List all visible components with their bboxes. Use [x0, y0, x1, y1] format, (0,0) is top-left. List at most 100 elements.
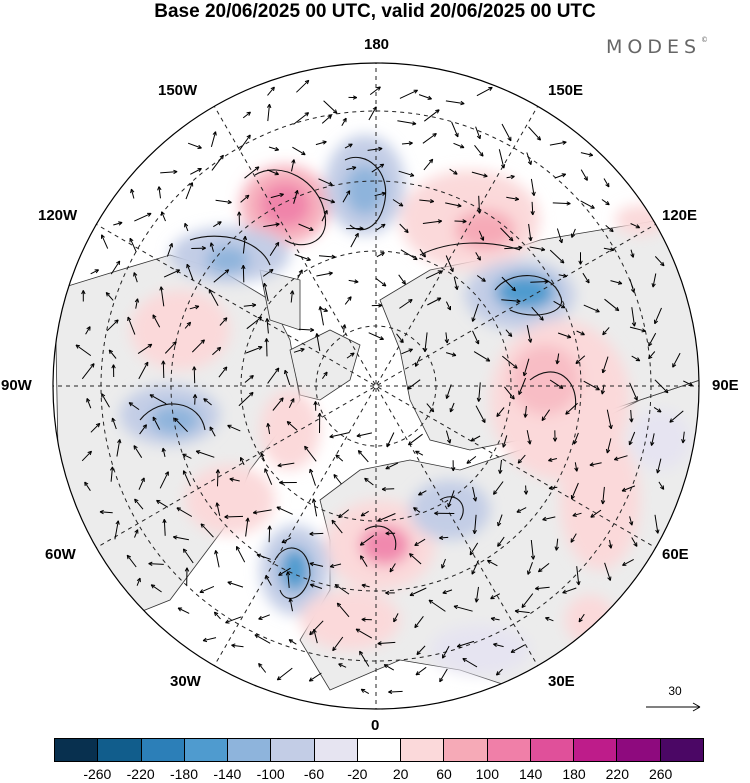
- wind-vector: [439, 668, 448, 683]
- wind-vector-head: [332, 109, 338, 114]
- wind-vector-head: [116, 260, 121, 265]
- wind-vector-head: [309, 630, 314, 636]
- wind-vector-head: [157, 186, 162, 191]
- wind-vector: [90, 423, 101, 433]
- wind-vector: [344, 296, 352, 305]
- wind-vector: [182, 548, 194, 564]
- wind-vector: [297, 269, 303, 279]
- wind-vector: [166, 243, 173, 257]
- wind-vector-head: [507, 332, 513, 337]
- wind-vector-head: [527, 338, 533, 343]
- wind-vector-head: [199, 589, 204, 594]
- wind-vector-head: [334, 584, 340, 589]
- wind-vector-head: [566, 334, 572, 339]
- wind-vector: [189, 305, 200, 310]
- wind-vector-head: [348, 143, 353, 148]
- wind-vector: [313, 498, 318, 517]
- wind-vector-head: [173, 535, 178, 540]
- wind-vector-head: [114, 319, 119, 324]
- wind-vector-head: [147, 343, 153, 349]
- wind-vector: [335, 454, 344, 462]
- wind-vector-head: [608, 544, 613, 549]
- wind-vector-head: [483, 173, 488, 178]
- wind-vector-head: [570, 494, 575, 500]
- wind-vector-head: [329, 563, 335, 568]
- wind-vector: [129, 237, 137, 253]
- wind-vector-head: [309, 562, 314, 567]
- wind-vector-head: [338, 513, 343, 519]
- colorbar-tick-label: -20: [347, 766, 368, 782]
- wind-vector: [214, 611, 221, 620]
- wind-vector-head: [285, 571, 291, 576]
- wind-vector: [90, 269, 99, 275]
- wind-vector-head: [574, 467, 579, 472]
- wind-vector: [529, 246, 545, 251]
- wind-vector-head: [516, 508, 521, 513]
- wind-vector-head: [630, 288, 636, 293]
- wind-vector-head: [657, 408, 662, 413]
- wind-vector-head: [558, 384, 564, 389]
- wind-vector: [549, 141, 567, 146]
- wind-vector: [346, 352, 355, 359]
- wind-vector-head: [254, 634, 259, 639]
- wind-vector-head: [609, 227, 614, 233]
- wind-vector-head: [177, 607, 183, 612]
- wind-vector: [332, 636, 344, 651]
- wind-vector-head: [222, 366, 228, 371]
- wind-vector-head: [510, 648, 516, 653]
- wind-vector-head: [548, 485, 553, 491]
- wind-vector: [610, 280, 623, 285]
- wind-vector: [549, 379, 564, 389]
- wind-vector: [462, 658, 478, 668]
- wind-vector: [137, 343, 153, 355]
- wind-vector: [393, 613, 399, 623]
- wind-vector: [409, 553, 422, 565]
- wind-vector-head: [323, 307, 328, 312]
- colorbar-tick-label: 220: [605, 766, 630, 782]
- wind-vector-head: [276, 506, 281, 511]
- wind-vector-head: [160, 211, 165, 216]
- wind-vector: [99, 511, 113, 514]
- lon-label-120e: 120E: [662, 207, 698, 224]
- wind-vector: [193, 366, 196, 384]
- wind-vector: [501, 276, 516, 292]
- wind-vector-head: [414, 541, 419, 546]
- wind-vector: [133, 272, 138, 283]
- wind-vector: [428, 599, 446, 612]
- wind-vector: [361, 584, 370, 588]
- wind-vector: [422, 133, 437, 144]
- wind-vector: [496, 407, 505, 417]
- wind-vector-head: [310, 327, 315, 333]
- wind-vector: [493, 643, 504, 648]
- wind-vector: [293, 348, 305, 353]
- wind-vector: [161, 211, 166, 222]
- wind-vector-head: [144, 361, 149, 367]
- wind-vector-head: [558, 238, 563, 244]
- wind-vector: [614, 455, 628, 461]
- wind-vector: [84, 481, 91, 491]
- wind-vector: [603, 178, 610, 188]
- wind-vector-head: [609, 247, 615, 252]
- wind-vector: [158, 186, 161, 199]
- wind-vector: [530, 281, 549, 283]
- wind-vector: [493, 481, 504, 495]
- wind-vector-head: [342, 324, 347, 329]
- wind-vector: [499, 459, 502, 474]
- wind-vector: [268, 146, 279, 151]
- wind-vector: [310, 584, 323, 589]
- wind-vector: [374, 192, 386, 197]
- wind-vector: [446, 384, 452, 399]
- wind-vector: [501, 123, 512, 142]
- wind-vector-head: [444, 339, 449, 344]
- wind-vector-head: [200, 523, 205, 528]
- wind-vector: [267, 86, 275, 96]
- wind-vector: [606, 409, 612, 429]
- wind-vector: [160, 286, 165, 307]
- wind-vector: [101, 234, 109, 249]
- wind-vector-head: [650, 441, 655, 446]
- wind-vector: [571, 482, 579, 500]
- wind-vector-head: [572, 512, 577, 517]
- wind-vector-head: [427, 95, 432, 100]
- wind-vector: [316, 333, 321, 352]
- wind-vector-head: [381, 191, 387, 196]
